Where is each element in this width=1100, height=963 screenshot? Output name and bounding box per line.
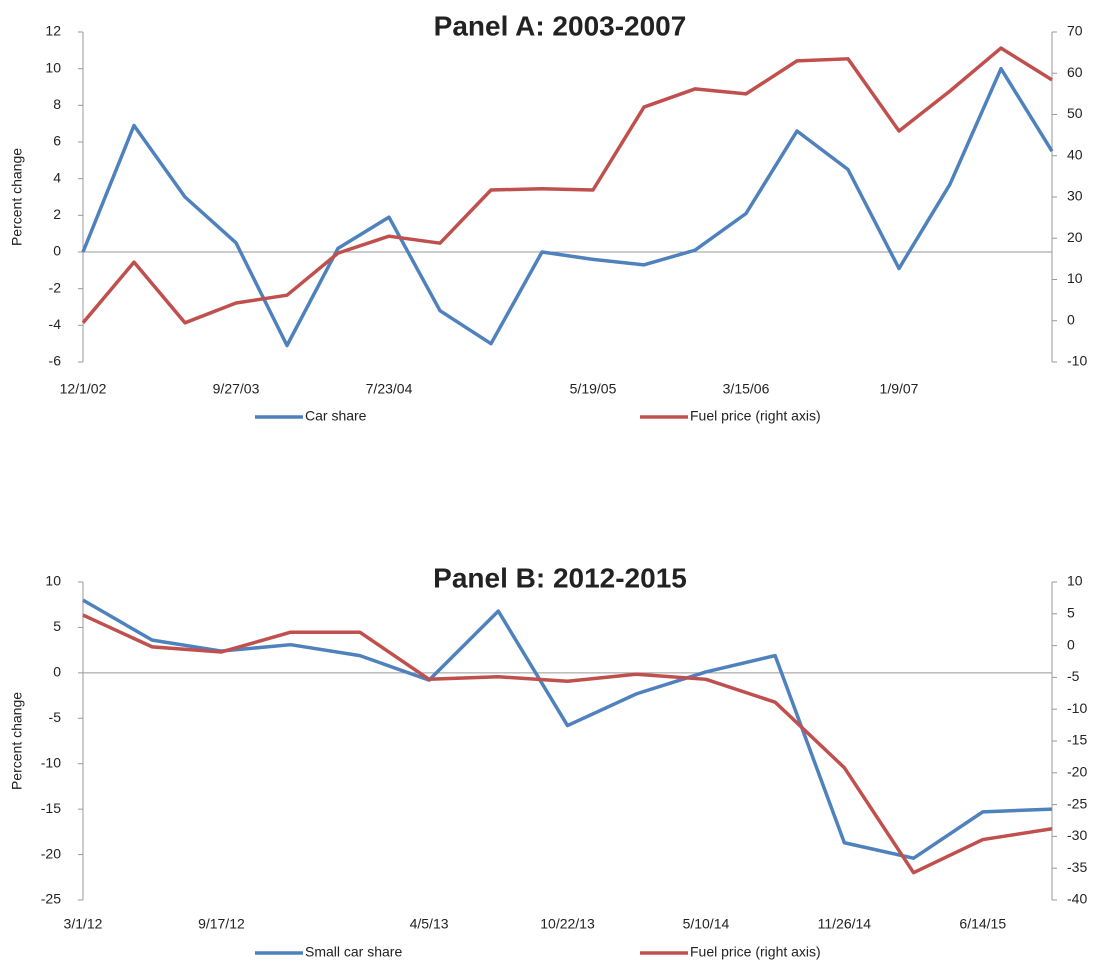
y-tick-label: 4: [53, 169, 61, 185]
x-tick-label: 3/15/06: [723, 381, 770, 397]
legend-label: Fuel price (right axis): [690, 944, 821, 960]
y-axis-label: Percent change: [9, 692, 25, 790]
y2-tick-label: 5: [1067, 605, 1075, 621]
y-tick-label: -6: [49, 353, 62, 369]
y2-tick-label: -20: [1067, 764, 1087, 780]
y-tick-label: 10: [45, 59, 61, 75]
x-tick-label: 12/1/02: [60, 381, 107, 397]
y-tick-label: 5: [53, 618, 61, 634]
x-tick-label: 5/10/14: [683, 916, 730, 932]
series-line: [81, 46, 1053, 325]
y2-tick-label: -10: [1067, 353, 1087, 369]
x-tick-label: 5/19/05: [570, 381, 617, 397]
x-tick-label: 6/14/15: [959, 916, 1006, 932]
x-tick-label: 4/5/13: [410, 916, 449, 932]
y-tick-label: -2: [49, 279, 62, 295]
y2-tick-label: -5: [1067, 668, 1080, 684]
y2-tick-label: 10: [1067, 573, 1083, 589]
y2-tick-label: 0: [1067, 311, 1075, 327]
y-tick-label: 0: [53, 243, 61, 259]
y-axis-label: Percent change: [9, 148, 25, 246]
y-tick-label: -15: [41, 800, 61, 816]
y-tick-label: 0: [53, 664, 61, 680]
x-tick-label: 7/23/04: [366, 381, 413, 397]
chart-title: Panel A: 2003-2007: [434, 10, 687, 41]
y-tick-label: 12: [45, 23, 61, 39]
x-tick-label: 1/9/07: [880, 381, 919, 397]
y2-tick-label: 20: [1067, 229, 1083, 245]
y2-tick-label: 10: [1067, 270, 1083, 286]
series-line: [81, 66, 1054, 348]
y2-tick-label: 60: [1067, 64, 1083, 80]
y2-tick-label: 0: [1067, 636, 1075, 652]
y-tick-label: -25: [41, 891, 61, 907]
y-tick-label: -20: [41, 845, 61, 861]
y-tick-label: 6: [53, 133, 61, 149]
y2-tick-label: -25: [1067, 795, 1087, 811]
y-tick-label: -4: [49, 316, 62, 332]
y-tick-label: 2: [53, 206, 61, 222]
y2-tick-label: -40: [1067, 891, 1087, 907]
x-tick-label: 10/22/13: [540, 916, 595, 932]
y2-tick-label: 30: [1067, 188, 1083, 204]
y2-tick-label: -35: [1067, 859, 1087, 875]
series-line: [82, 613, 1053, 875]
y2-tick-label: -10: [1067, 700, 1087, 716]
y2-tick-label: -15: [1067, 732, 1087, 748]
y2-tick-label: 40: [1067, 146, 1083, 162]
y-tick-label: 8: [53, 96, 61, 112]
series-line: [82, 598, 1053, 860]
y2-tick-label: -30: [1067, 827, 1087, 843]
y-tick-label: -5: [49, 709, 62, 725]
x-tick-label: 11/26/14: [818, 916, 872, 932]
y-tick-label: -10: [41, 754, 61, 770]
y2-tick-label: 70: [1067, 23, 1083, 39]
legend-label: Fuel price (right axis): [690, 408, 821, 424]
legend-label: Small car share: [305, 944, 402, 960]
x-tick-label: 3/1/12: [64, 916, 103, 932]
y2-tick-label: 50: [1067, 105, 1083, 121]
x-tick-label: 9/27/03: [213, 381, 260, 397]
x-tick-label: 9/17/12: [198, 916, 245, 932]
y-tick-label: 10: [45, 573, 61, 589]
legend-label: Car share: [305, 408, 367, 424]
chart-title: Panel B: 2012-2015: [433, 562, 687, 593]
